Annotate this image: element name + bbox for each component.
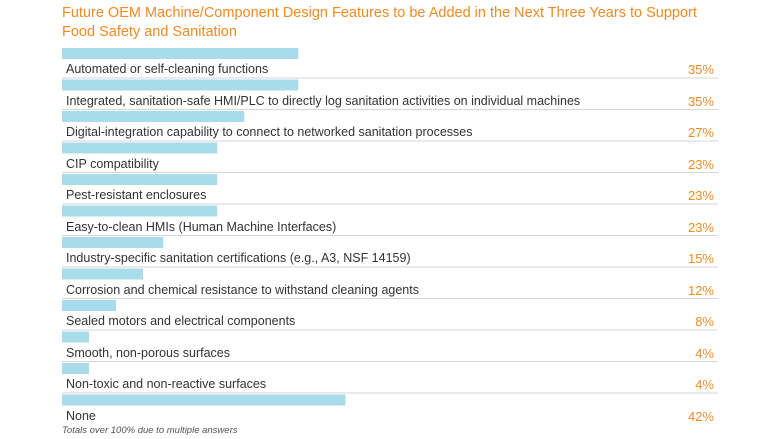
value-label-6: 23% (687, 219, 714, 235)
category-label-10: Smooth, non-porous surfaces (66, 345, 230, 360)
bar-4 (62, 142, 218, 154)
value-label-8: 12% (687, 282, 714, 298)
category-label-11: Non-toxic and non-reactive surfaces (66, 377, 267, 391)
bar-5 (62, 174, 218, 185)
value-label-2: 35% (687, 93, 714, 109)
bar-3 (62, 111, 245, 122)
bar-11 (62, 363, 89, 374)
category-label-3: Digital-integration capability to connec… (66, 125, 473, 139)
value-label-5: 23% (687, 188, 714, 203)
bar-10 (62, 331, 89, 343)
value-label-4: 23% (687, 156, 714, 172)
category-label-2: Integrated, sanitation-safe HMI/PLC to d… (66, 93, 581, 108)
category-label-5: Pest-resistant enclosures (66, 188, 207, 202)
bar-2 (62, 79, 299, 91)
chart-title-line-1: Future OEM Machine/Component Design Feat… (62, 5, 697, 21)
category-label-9: Sealed motors and electrical components (66, 314, 296, 328)
category-label-8: Corrosion and chemical resistance to wit… (66, 282, 419, 297)
bar-1 (62, 48, 299, 59)
bar-6 (62, 205, 218, 217)
bar-9 (62, 300, 116, 311)
bar-7 (62, 237, 164, 248)
bar-8 (62, 268, 143, 280)
category-label-7: Industry-specific sanitation certificati… (66, 251, 411, 265)
category-label-4: CIP compatibility (66, 156, 159, 171)
value-label-7: 15% (687, 251, 714, 266)
bar-12 (62, 394, 346, 406)
category-label-1: Automated or self-cleaning functions (66, 62, 269, 76)
chart-footnote: Totals over 100% due to multiple answers (62, 425, 238, 436)
chart-title-line-2: Food Safety and Sanitation (62, 24, 237, 40)
value-label-3: 27% (687, 125, 714, 140)
category-label-12: None (66, 408, 96, 423)
chart-title: Future OEM Machine/Component Design Feat… (62, 4, 752, 42)
value-label-10: 4% (695, 345, 714, 361)
value-label-11: 4% (695, 377, 714, 392)
category-label-6: Easy-to-clean HMIs (Human Machine Interf… (66, 219, 337, 234)
value-label-9: 8% (695, 314, 714, 329)
value-label-1: 35% (687, 62, 714, 77)
value-label-12: 42% (687, 408, 714, 424)
